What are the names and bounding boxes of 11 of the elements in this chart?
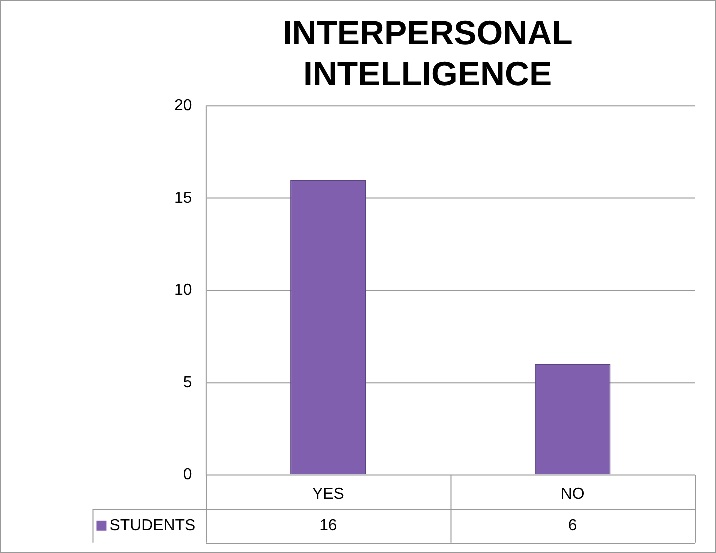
y-tick-label: 5: [183, 374, 192, 392]
y-tick-label: 20: [174, 98, 192, 115]
x-tick-label: NO: [560, 486, 585, 503]
y-tick-label: 10: [174, 282, 192, 300]
data-label: 6: [568, 517, 578, 534]
y-tick-label: 15: [174, 190, 192, 207]
x-tick-label: YES: [312, 486, 344, 503]
chart-title: INTERPERSONAL INTELLIGENCE: [282, 14, 573, 94]
legend-label: STUDENTS: [110, 517, 196, 534]
y-tick-label: 0: [183, 466, 192, 484]
data-label: 16: [320, 517, 338, 534]
